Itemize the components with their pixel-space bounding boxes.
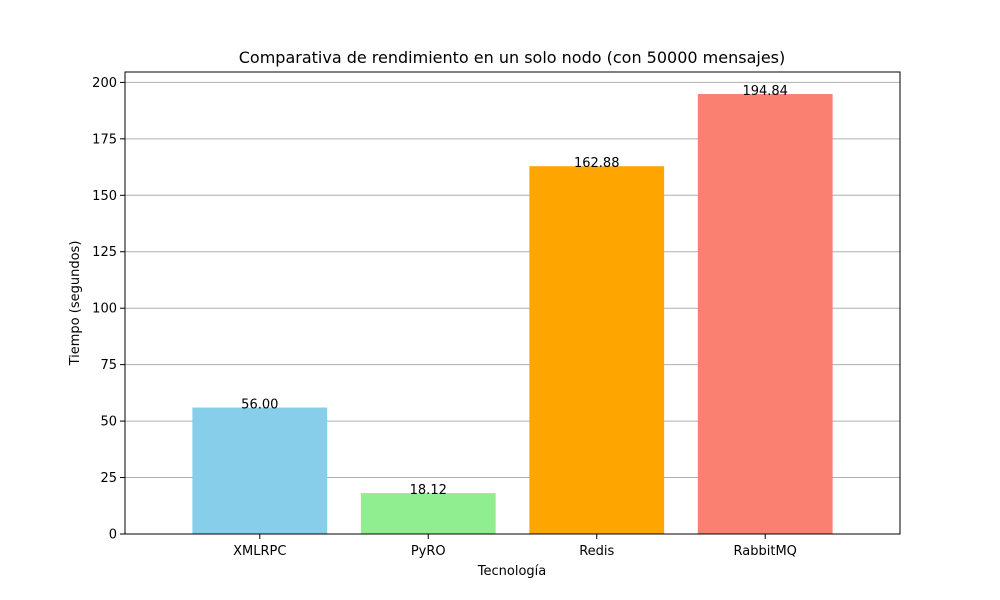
y-tick-label: 0 xyxy=(109,528,117,543)
bar-rabbitmq xyxy=(697,94,833,535)
x-tick-label-rabbitmq: RabbitMQ xyxy=(734,544,797,559)
data-label-rabbitmq: 194.84 xyxy=(742,84,788,99)
bar-redis xyxy=(529,166,665,534)
data-label-pyro: 18.12 xyxy=(410,483,447,498)
y-tick-label: 50 xyxy=(100,415,117,430)
x-tick-label-xmlrpc: XMLRPC xyxy=(233,544,286,559)
x-tick-label-pyro: PyRO xyxy=(411,544,446,559)
chart-title: Comparativa de rendimiento en un solo no… xyxy=(239,48,786,67)
y-tick-label: 75 xyxy=(100,358,117,373)
bars xyxy=(192,94,833,535)
data-label-redis: 162.88 xyxy=(574,156,620,171)
data-labels: 56.00 18.12 162.88 194.84 xyxy=(241,84,788,498)
y-tick-label: 25 xyxy=(100,471,117,486)
y-axis-ticks: 0 25 50 75 100 125 150 175 200 xyxy=(92,76,125,543)
y-axis-label: Tiempo (segundos) xyxy=(68,241,83,367)
y-tick-label: 125 xyxy=(92,245,117,260)
data-label-xmlrpc: 56.00 xyxy=(241,398,278,413)
x-tick-label-redis: Redis xyxy=(579,544,614,559)
y-tick-label: 175 xyxy=(92,132,117,147)
x-axis-label: Tecnología xyxy=(477,564,546,579)
x-axis-ticks: XMLRPC PyRO Redis RabbitMQ xyxy=(233,534,797,559)
bar-pyro xyxy=(360,493,496,534)
y-tick-label: 100 xyxy=(92,302,117,317)
plot-frame xyxy=(124,71,901,535)
y-tick-label: 150 xyxy=(92,189,117,204)
bar-xmlrpc xyxy=(192,407,328,534)
y-tick-label: 200 xyxy=(92,76,117,91)
